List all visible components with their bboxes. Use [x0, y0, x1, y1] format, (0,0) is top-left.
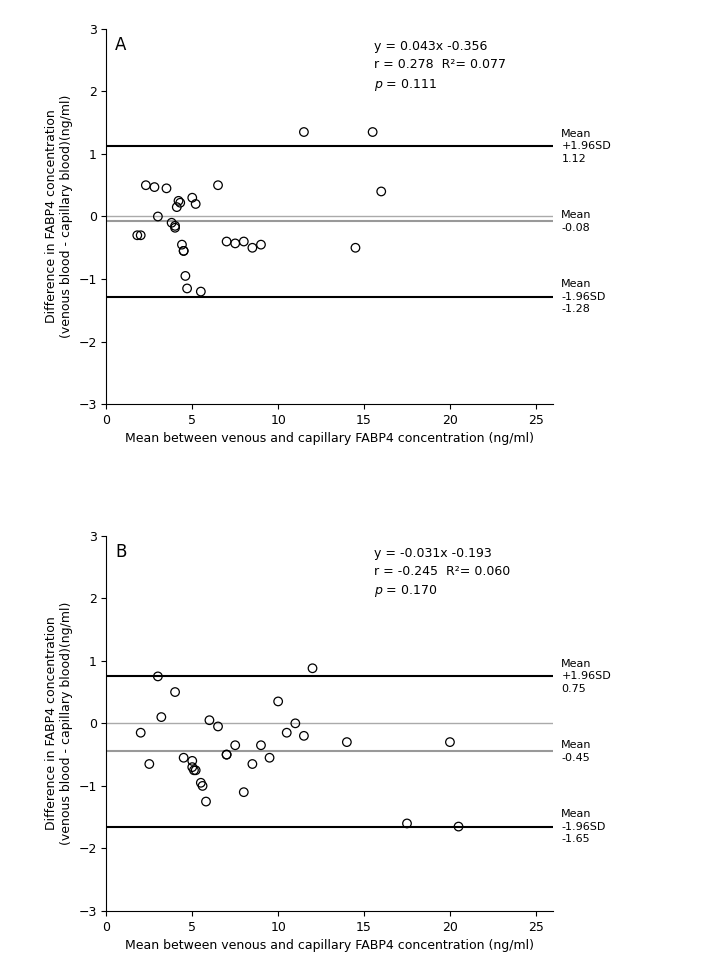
Point	[186, 753, 198, 768]
Y-axis label: Difference in FABP4 concentration
(venous blood - capillary blood)(ng/ml): Difference in FABP4 concentration (venou…	[45, 95, 73, 339]
Point	[195, 284, 206, 299]
Point	[445, 735, 456, 750]
Point	[197, 779, 208, 794]
Point	[156, 710, 167, 725]
Point	[189, 762, 200, 778]
Point	[281, 725, 292, 740]
Point	[213, 719, 224, 735]
Point	[186, 760, 198, 775]
Text: Mean
+1.96SD
1.12: Mean +1.96SD 1.12	[562, 129, 611, 164]
Text: Mean
+1.96SD
0.75: Mean +1.96SD 0.75	[562, 659, 611, 693]
Point	[135, 227, 146, 243]
Point	[264, 750, 275, 765]
Point	[178, 244, 189, 259]
Point	[307, 661, 318, 676]
Text: B: B	[116, 543, 127, 561]
Point	[178, 244, 189, 259]
Point	[203, 713, 215, 728]
Point	[255, 237, 267, 252]
Point	[179, 269, 191, 284]
Point	[238, 234, 250, 249]
Point	[290, 715, 301, 731]
Point	[221, 747, 233, 762]
Point	[177, 237, 188, 252]
Point	[195, 775, 206, 790]
Point	[135, 725, 146, 740]
Point	[169, 220, 181, 235]
Point	[453, 819, 464, 834]
Text: Mean
-1.96SD
-1.28: Mean -1.96SD -1.28	[562, 279, 605, 314]
Point	[367, 125, 379, 140]
Point	[213, 177, 224, 193]
Point	[255, 737, 267, 753]
Point	[272, 693, 284, 709]
Text: y = 0.043x -0.356
r = 0.278  R²= 0.077
$p$ = 0.111: y = 0.043x -0.356 r = 0.278 R²= 0.077 $p…	[374, 40, 506, 92]
Point	[169, 685, 181, 700]
Point	[186, 190, 198, 205]
Text: y = -0.031x -0.193
r = -0.245  R²= 0.060
$p$ = 0.170: y = -0.031x -0.193 r = -0.245 R²= 0.060 …	[374, 547, 510, 599]
Point	[190, 762, 201, 778]
Text: A: A	[116, 36, 127, 55]
Point	[298, 125, 310, 140]
Point	[140, 177, 152, 193]
Point	[247, 240, 258, 255]
Point	[152, 209, 164, 224]
Point	[230, 737, 241, 753]
Point	[376, 184, 387, 199]
Text: Mean
-0.45: Mean -0.45	[562, 740, 592, 762]
Point	[230, 236, 241, 251]
X-axis label: Mean between venous and capillary FABP4 concentration (ng/ml): Mean between venous and capillary FABP4 …	[125, 433, 534, 446]
Point	[401, 816, 413, 831]
Point	[201, 794, 212, 809]
Point	[182, 281, 193, 296]
Point	[341, 735, 352, 750]
Point	[350, 240, 361, 255]
Point	[169, 219, 181, 234]
Point	[166, 215, 177, 230]
Point	[171, 199, 182, 215]
X-axis label: Mean between venous and capillary FABP4 concentration (ng/ml): Mean between venous and capillary FABP4 …	[125, 939, 534, 952]
Point	[178, 750, 189, 765]
Point	[144, 757, 155, 772]
Point	[247, 757, 258, 772]
Point	[221, 234, 233, 249]
Point	[173, 193, 184, 208]
Point	[152, 668, 164, 684]
Text: Mean
-1.96SD
-1.65: Mean -1.96SD -1.65	[562, 809, 605, 844]
Point	[132, 227, 143, 243]
Point	[174, 195, 186, 210]
Y-axis label: Difference in FABP4 concentration
(venous blood - capillary blood)(ng/ml): Difference in FABP4 concentration (venou…	[45, 601, 73, 845]
Point	[149, 179, 160, 195]
Point	[161, 180, 172, 196]
Point	[190, 197, 201, 212]
Point	[238, 784, 250, 800]
Point	[221, 747, 233, 762]
Text: Mean
-0.08: Mean -0.08	[562, 210, 592, 233]
Point	[298, 728, 310, 743]
